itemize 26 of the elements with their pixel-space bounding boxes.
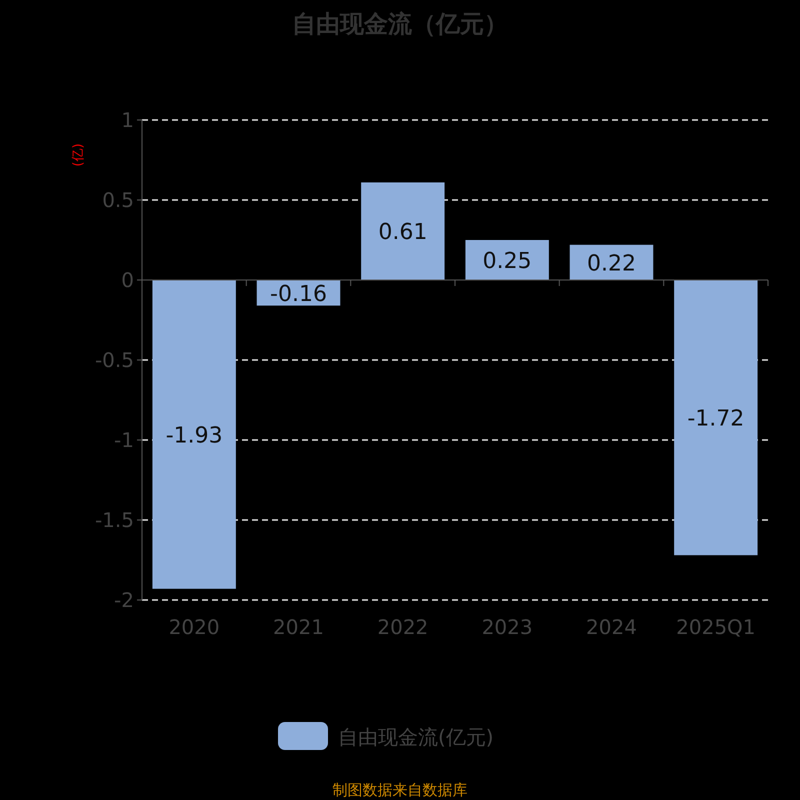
- y-axis-title: (亿): [71, 143, 86, 167]
- x-tick-label: 2020: [168, 615, 220, 639]
- y-tick-label: 1: [121, 108, 134, 132]
- x-tick-label: 2023: [482, 615, 533, 639]
- x-tick-label: 2025Q1: [676, 615, 756, 639]
- x-tick-label: 2024: [586, 615, 637, 639]
- y-tick-label: -0.5: [94, 348, 134, 372]
- x-tick-label: 2021: [273, 615, 324, 639]
- text: 制图数据来自数据库: [332, 781, 468, 799]
- bar: [361, 182, 445, 280]
- y-tick-label: -1: [114, 428, 134, 452]
- x-tick-label: 2022: [377, 615, 428, 639]
- data-label: 0.25: [482, 249, 532, 274]
- y-tick-label: -2: [114, 588, 134, 612]
- data-label: 0.22: [587, 251, 636, 276]
- y-tick-label: 0.5: [102, 188, 134, 212]
- data-label: 0.61: [378, 220, 428, 246]
- y-tick-label: 0: [121, 268, 134, 292]
- data-label: -1.72: [687, 406, 744, 432]
- data-label: -1.93: [166, 423, 223, 448]
- y-tick-label: -1.5: [94, 508, 134, 532]
- bar: [152, 280, 236, 589]
- bar: [465, 240, 549, 280]
- bar: [674, 280, 758, 556]
- data-label: -0.16: [270, 282, 327, 307]
- legend-label: 自由现金流(亿元): [338, 725, 494, 749]
